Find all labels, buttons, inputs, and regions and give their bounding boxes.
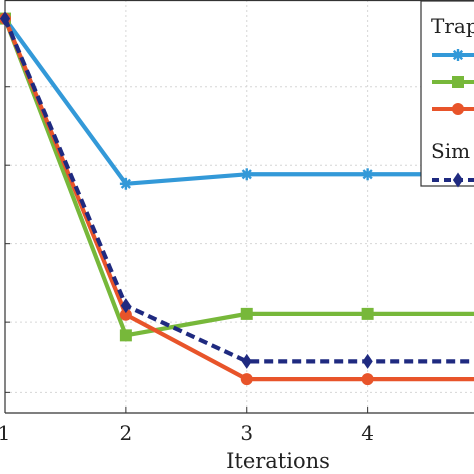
x-axis-label: Iterations: [226, 449, 330, 473]
series-1: [0, 12, 474, 190]
x-tick-label: 4: [361, 421, 374, 445]
x-tick-label: 2: [120, 421, 133, 445]
diamond-marker: [120, 298, 131, 314]
legend-entry: [432, 49, 474, 61]
square-marker: [361, 307, 374, 320]
diamond-marker: [362, 353, 373, 369]
x-tick-label: 1: [0, 421, 10, 445]
diamond-marker: [452, 172, 464, 188]
series-line: [3, 17, 474, 338]
legend-entry: [432, 76, 474, 88]
square-marker: [452, 76, 464, 88]
series-line: [3, 17, 474, 364]
star-marker: [240, 168, 253, 181]
square-marker: [119, 329, 132, 342]
star-marker: [361, 168, 374, 181]
legend-entry: [432, 172, 474, 188]
legend-group-title: Sim: [431, 139, 470, 163]
grid: [5, 0, 474, 413]
legend-entry: [432, 103, 474, 115]
star-marker: [452, 49, 464, 61]
series-group: [0, 11, 474, 386]
legend-group-title: Trap: [431, 14, 474, 38]
series-4: [0, 11, 474, 369]
legend: Trap Sim: [420, 0, 474, 188]
series-3: [0, 12, 474, 386]
x-tick-label: 3: [240, 421, 253, 445]
plot-frame: [4, 0, 474, 414]
series-line: [3, 17, 474, 186]
square-marker: [240, 307, 253, 320]
x-axis-ticks: 1 2 3 4: [0, 407, 374, 445]
diamond-marker: [241, 353, 252, 369]
circle-marker: [119, 308, 132, 321]
legend-box: [420, 0, 474, 187]
circle-marker: [452, 103, 464, 115]
diamond-marker: [0, 11, 11, 27]
star-marker: [119, 177, 132, 190]
circle-marker: [240, 373, 253, 386]
circle-marker: [361, 373, 374, 386]
